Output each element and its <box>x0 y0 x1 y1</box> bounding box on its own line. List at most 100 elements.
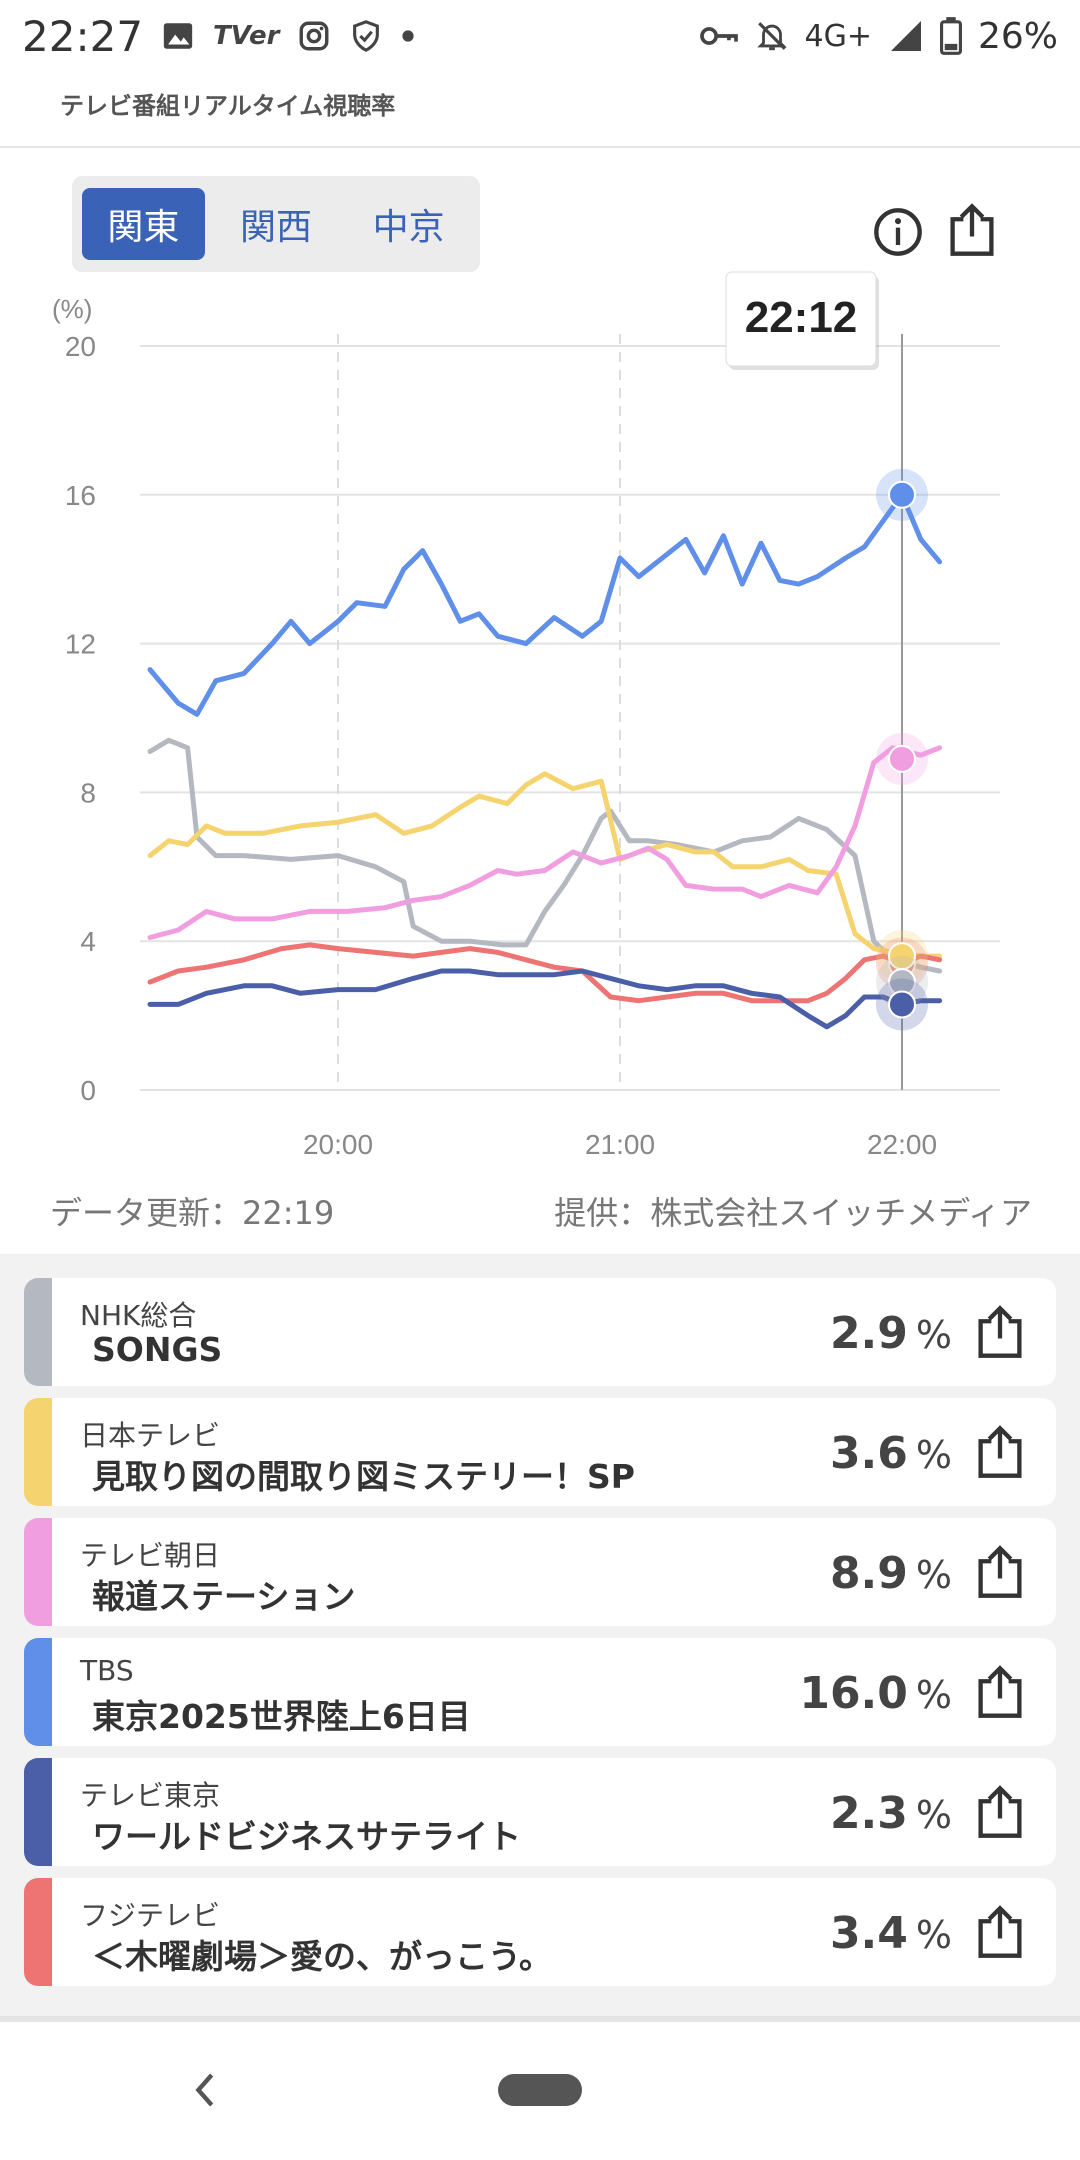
rating-unit: % <box>915 1313 952 1357</box>
battery-level: 26% <box>977 15 1058 57</box>
tab-chukyo[interactable]: 中京 <box>372 207 445 248</box>
key-icon <box>699 19 739 53</box>
rating-unit: % <box>915 1433 952 1477</box>
bell-off-icon <box>755 18 789 54</box>
rating-value: 2.3 <box>829 1788 908 1839</box>
y-tick-label: 16 <box>65 480 96 511</box>
y-tick-label: 4 <box>80 926 96 957</box>
program-title: 見取り図の間取り図ミステリー！SP <box>92 1457 635 1496</box>
rating-unit: % <box>915 1553 952 1597</box>
cursor-marker <box>888 990 916 1019</box>
program-title: ＜木曜劇場＞愛の、がっこう。 <box>92 1937 553 1976</box>
shield-icon <box>349 19 383 53</box>
share-icon[interactable] <box>974 1544 1026 1600</box>
channel-color-bar <box>24 1638 52 1746</box>
channel-card[interactable]: フジテレビ ＜木曜劇場＞愛の、がっこう。 3.4% <box>24 1878 1056 1986</box>
program-title: ワールドビジネスサテライト <box>92 1817 521 1856</box>
data-provider: 提供：株式会社スイッチメディア <box>554 1194 1032 1232</box>
rating-unit: % <box>915 1913 952 1957</box>
channel-color-bar <box>24 1758 52 1866</box>
station-name: 日本テレビ <box>80 1419 221 1452</box>
station-name: NHK総合 <box>80 1299 197 1332</box>
cursor-marker <box>888 480 916 509</box>
rating-value-wrap: 8.9% <box>830 1548 952 1599</box>
channel-color-bar <box>24 1878 52 1986</box>
region-tabs: 関東 関西 中京 <box>72 176 480 272</box>
series-line-1 <box>147 771 943 959</box>
rating-value: 16.0 <box>799 1668 908 1719</box>
share-icon <box>946 202 998 262</box>
x-tick-label: 22:00 <box>867 1129 937 1160</box>
channel-card[interactable]: TBS 東京2025世界陸上6日目 16.0% <box>24 1638 1056 1746</box>
rating-unit: % <box>915 1793 952 1837</box>
x-tick-label: 20:00 <box>303 1129 373 1160</box>
gallery-icon <box>161 19 195 53</box>
y-tick-label: 0 <box>80 1075 96 1106</box>
home-pill-icon[interactable] <box>498 2074 582 2106</box>
share-icon[interactable] <box>974 1904 1026 1960</box>
y-tick-label: 12 <box>65 629 96 660</box>
channel-color-bar <box>24 1398 52 1506</box>
series-line-5 <box>147 942 943 1004</box>
channel-color-bar <box>24 1518 52 1626</box>
signal-icon <box>888 18 924 54</box>
status-bar: 22:27 TVer 4G+ 26% <box>0 0 1080 72</box>
channel-card[interactable]: 日本テレビ見取り図の間取り図ミステリー！SP 3.6% <box>24 1398 1056 1506</box>
rating-value-wrap: 2.9% <box>830 1308 952 1359</box>
app-header: テレビ番組リアルタイム視聴率 <box>0 72 1080 148</box>
data-update-time: データ更新：22:19 <box>50 1194 335 1232</box>
battery-icon <box>939 17 962 55</box>
program-title: 東京2025世界陸上6日目 <box>92 1697 471 1736</box>
tab-kanto[interactable]: 関東 <box>82 188 205 260</box>
tooltip-time: 22:12 <box>745 293 858 342</box>
rating-value: 8.9 <box>829 1548 908 1599</box>
series-line-3 <box>147 492 943 717</box>
notification-dot-icon <box>401 29 415 43</box>
rating-value-wrap: 3.4% <box>830 1908 952 1959</box>
rating-value: 3.4 <box>829 1908 908 1959</box>
share-icon[interactable] <box>974 1664 1026 1720</box>
series-line-0 <box>147 737 943 974</box>
rating-value-wrap: 2.3% <box>830 1788 952 1839</box>
program-title: 報道ステーション <box>92 1577 356 1616</box>
station-name: テレビ朝日 <box>80 1539 221 1572</box>
share-icon[interactable] <box>974 1424 1026 1480</box>
status-time: 22:27 <box>22 11 144 61</box>
tver-icon: TVer <box>213 21 280 51</box>
station-name: テレビ東京 <box>80 1779 221 1812</box>
channel-card[interactable]: テレビ朝日報道ステーション 8.9% <box>24 1518 1056 1626</box>
chart-panel: 関東 関西 中京 0 4 8 12 16 20 (%) 20:00 21:00 22:00 22:1… <box>0 148 1080 1254</box>
rating-unit: % <box>915 1673 952 1717</box>
header-subtitle: テレビ番組リアルタイム視聴率 <box>60 92 396 120</box>
series-line-2 <box>147 745 943 940</box>
network-type: 4G+ <box>804 18 872 54</box>
info-icon <box>872 206 924 262</box>
channel-card[interactable]: NHK総合 SONGS 2.9% <box>24 1278 1056 1386</box>
instagram-icon <box>297 19 331 53</box>
y-tick-label: 20 <box>65 331 96 362</box>
share-icon[interactable] <box>974 1784 1026 1840</box>
program-title: SONGS <box>92 1330 223 1369</box>
y-axis-unit-label: (%) <box>52 294 92 324</box>
info-button[interactable] <box>870 206 926 262</box>
tab-kansai[interactable]: 関西 <box>240 207 313 248</box>
chevron-left-icon[interactable] <box>190 2070 220 2121</box>
rating-value-wrap: 3.6% <box>830 1428 952 1479</box>
navigation-bar <box>0 2016 1080 2160</box>
channel-color-bar <box>24 1278 52 1386</box>
y-tick-label: 8 <box>80 777 96 808</box>
channel-list: NHK総合 SONGS 2.9% 日本テレビ見取り図の間取り図ミステリー！SP 3.6%… <box>0 1254 1080 2014</box>
station-name: フジテレビ <box>80 1899 221 1932</box>
tooltip-box <box>725 271 877 367</box>
series-line-4 <box>147 968 943 1030</box>
share-chart-button[interactable] <box>944 202 1000 262</box>
rating-value: 2.9 <box>829 1308 908 1359</box>
share-icon[interactable] <box>974 1304 1026 1360</box>
rating-value-wrap: 16.0% <box>799 1668 952 1719</box>
rating-value: 3.6 <box>829 1428 908 1479</box>
x-tick-label: 21:00 <box>585 1129 655 1160</box>
rating-line-chart[interactable]: 0 4 8 12 16 20 (%) 20:00 21:00 22:00 22:12 <box>0 148 1080 1254</box>
station-name: TBS <box>80 1654 134 1687</box>
cursor-marker <box>888 744 916 773</box>
channel-card[interactable]: テレビ東京ワールドビジネスサテライト 2.3% <box>24 1758 1056 1866</box>
